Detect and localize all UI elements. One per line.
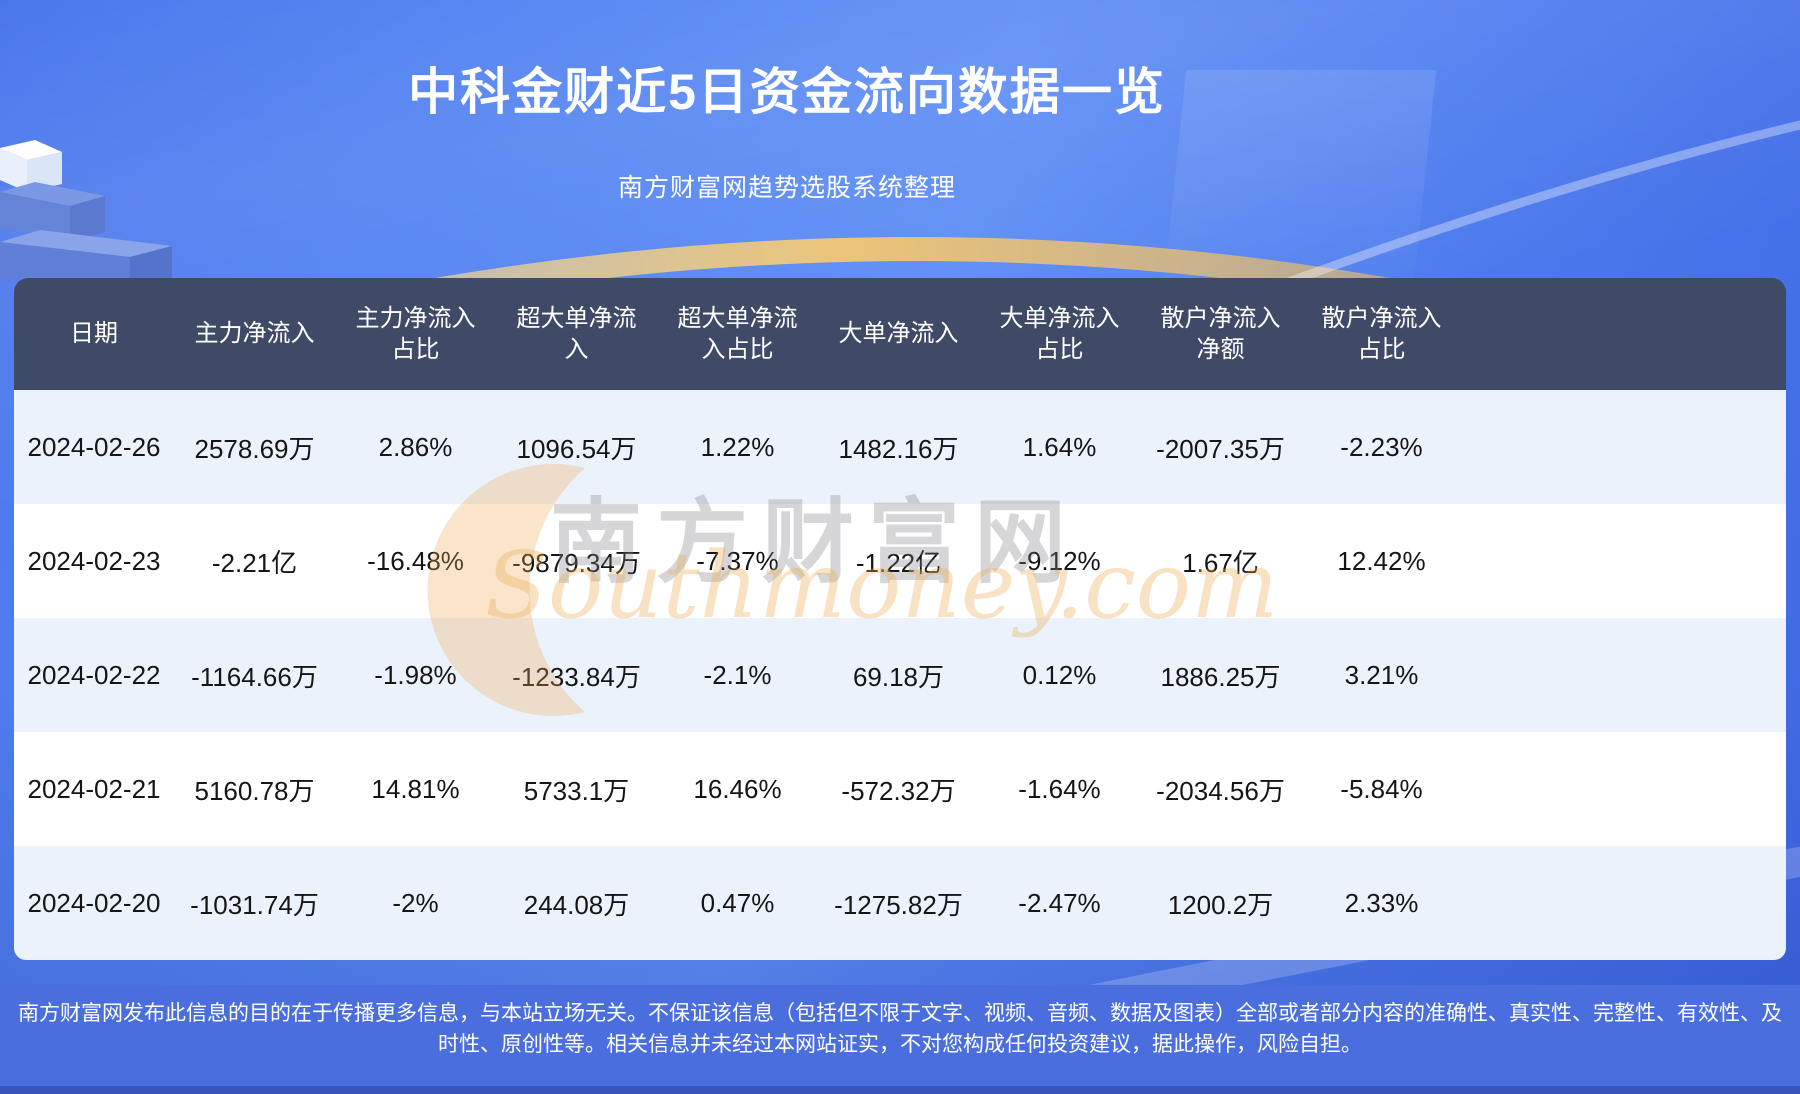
cell-spacer bbox=[1462, 390, 1786, 504]
table-row: 2024-02-26 2578.69万 2.86% 1096.54万 1.22%… bbox=[14, 390, 1786, 504]
cell-retail-inflow: -2007.35万 bbox=[1140, 390, 1301, 504]
building-illustration bbox=[0, 140, 172, 280]
cell-large-order-inflow: 69.18万 bbox=[818, 618, 979, 732]
cell-main-inflow-pct: -16.48% bbox=[335, 504, 496, 618]
cell-large-order-inflow: -1275.82万 bbox=[818, 846, 979, 960]
cell-main-inflow: 2578.69万 bbox=[174, 390, 335, 504]
cell-main-inflow: 5160.78万 bbox=[174, 732, 335, 846]
cell-xl-order-inflow-pct: 0.47% bbox=[657, 846, 818, 960]
column-header-spacer bbox=[1462, 278, 1786, 390]
page-title: 中科金财近5日资金流向数据一览 bbox=[408, 64, 1166, 120]
cell-large-order-inflow-pct: -2.47% bbox=[979, 846, 1140, 960]
cell-xl-order-inflow: 1096.54万 bbox=[496, 390, 657, 504]
column-header-label: 日期 bbox=[70, 320, 118, 348]
page-subtitle: 南方财富网趋势选股系统整理 bbox=[617, 174, 956, 202]
cell-main-inflow-pct: -1.98% bbox=[335, 618, 496, 732]
column-header-label: 主力净流入占比 bbox=[355, 304, 476, 363]
column-header-xl-order-inflow-pct: 超大单净流入占比 bbox=[657, 278, 818, 390]
footer: 南方财富网发布此信息的目的在于传播更多信息，与本站立场无关。不保证该信息（包括但… bbox=[0, 985, 1800, 1094]
table-header: 日期 主力净流入 主力净流入占比 超大单净流入 超大单净流入占比 大单净流入 大… bbox=[14, 278, 1786, 390]
column-header-main-inflow: 主力净流入 bbox=[174, 278, 335, 390]
column-header-retail-inflow-pct: 散户净流入占比 bbox=[1301, 278, 1462, 390]
cell-retail-inflow-pct: -5.84% bbox=[1301, 732, 1462, 846]
column-header-main-inflow-pct: 主力净流入占比 bbox=[335, 278, 496, 390]
column-header-label: 散户净流入净额 bbox=[1160, 304, 1281, 363]
cell-spacer bbox=[1462, 504, 1786, 618]
table-row: 2024-02-21 5160.78万 14.81% 5733.1万 16.46… bbox=[14, 732, 1786, 846]
column-header-xl-order-inflow: 超大单净流入 bbox=[496, 278, 657, 390]
cell-date: 2024-02-26 bbox=[14, 390, 174, 504]
cell-xl-order-inflow: -1233.84万 bbox=[496, 618, 657, 732]
table-header-row: 日期 主力净流入 主力净流入占比 超大单净流入 超大单净流入占比 大单净流入 大… bbox=[14, 278, 1786, 390]
cell-spacer bbox=[1462, 846, 1786, 960]
cell-retail-inflow: 1200.2万 bbox=[1140, 846, 1301, 960]
cell-main-inflow: -2.21亿 bbox=[174, 504, 335, 618]
cell-xl-order-inflow-pct: 1.22% bbox=[657, 390, 818, 504]
cell-date: 2024-02-23 bbox=[14, 504, 174, 618]
disclaimer-text: 南方财富网发布此信息的目的在于传播更多信息，与本站立场无关。不保证该信息（包括但… bbox=[18, 1002, 1782, 1056]
table-body: 2024-02-26 2578.69万 2.86% 1096.54万 1.22%… bbox=[14, 390, 1786, 960]
cell-date: 2024-02-20 bbox=[14, 846, 174, 960]
hero-header: 中科金财近5日资金流向数据一览 南方财富网趋势选股系统整理 bbox=[0, 0, 1574, 204]
cell-date: 2024-02-22 bbox=[14, 618, 174, 732]
cell-xl-order-inflow-pct: -2.1% bbox=[657, 618, 818, 732]
cell-large-order-inflow-pct: 1.64% bbox=[979, 390, 1140, 504]
cell-xl-order-inflow: -9879.34万 bbox=[496, 504, 657, 618]
column-header-label: 散户净流入占比 bbox=[1321, 304, 1442, 363]
column-header-large-order-inflow: 大单净流入 bbox=[818, 278, 979, 390]
column-header-retail-inflow: 散户净流入净额 bbox=[1140, 278, 1301, 390]
cell-date: 2024-02-21 bbox=[14, 732, 174, 846]
column-header-date: 日期 bbox=[14, 278, 174, 390]
cell-xl-order-inflow: 244.08万 bbox=[496, 846, 657, 960]
table-row: 2024-02-22 -1164.66万 -1.98% -1233.84万 -2… bbox=[14, 618, 1786, 732]
cell-main-inflow: -1031.74万 bbox=[174, 846, 335, 960]
column-header-label: 大单净流入 bbox=[838, 320, 959, 348]
cell-main-inflow-pct: 2.86% bbox=[335, 390, 496, 504]
footer-bottom-edge bbox=[0, 1086, 1800, 1094]
cell-xl-order-inflow-pct: -7.37% bbox=[657, 504, 818, 618]
table-row: 2024-02-20 -1031.74万 -2% 244.08万 0.47% -… bbox=[14, 846, 1786, 960]
column-header-label: 大单净流入占比 bbox=[999, 304, 1120, 363]
cell-xl-order-inflow-pct: 16.46% bbox=[657, 732, 818, 846]
cell-retail-inflow: -2034.56万 bbox=[1140, 732, 1301, 846]
cell-retail-inflow-pct: 3.21% bbox=[1301, 618, 1462, 732]
column-header-label: 主力净流入 bbox=[194, 320, 315, 348]
column-header-label: 超大单净流入占比 bbox=[677, 304, 798, 363]
cell-large-order-inflow-pct: -1.64% bbox=[979, 732, 1140, 846]
cell-main-inflow: -1164.66万 bbox=[174, 618, 335, 732]
cell-large-order-inflow: -1.22亿 bbox=[818, 504, 979, 618]
cell-spacer bbox=[1462, 732, 1786, 846]
cell-retail-inflow-pct: 12.42% bbox=[1301, 504, 1462, 618]
cell-large-order-inflow: 1482.16万 bbox=[818, 390, 979, 504]
table-row: 2024-02-23 -2.21亿 -16.48% -9879.34万 -7.3… bbox=[14, 504, 1786, 618]
cell-large-order-inflow-pct: 0.12% bbox=[979, 618, 1140, 732]
cell-main-inflow-pct: 14.81% bbox=[335, 732, 496, 846]
cell-large-order-inflow: -572.32万 bbox=[818, 732, 979, 846]
cell-main-inflow-pct: -2% bbox=[335, 846, 496, 960]
cell-large-order-inflow-pct: -9.12% bbox=[979, 504, 1140, 618]
cell-retail-inflow: 1.67亿 bbox=[1140, 504, 1301, 618]
cell-retail-inflow-pct: 2.33% bbox=[1301, 846, 1462, 960]
column-header-large-order-inflow-pct: 大单净流入占比 bbox=[979, 278, 1140, 390]
fund-flow-table: 日期 主力净流入 主力净流入占比 超大单净流入 超大单净流入占比 大单净流入 大… bbox=[14, 278, 1786, 960]
cell-retail-inflow: 1886.25万 bbox=[1140, 618, 1301, 732]
column-header-label: 超大单净流入 bbox=[516, 304, 637, 363]
cell-xl-order-inflow: 5733.1万 bbox=[496, 732, 657, 846]
cell-spacer bbox=[1462, 618, 1786, 732]
cell-retail-inflow-pct: -2.23% bbox=[1301, 390, 1462, 504]
